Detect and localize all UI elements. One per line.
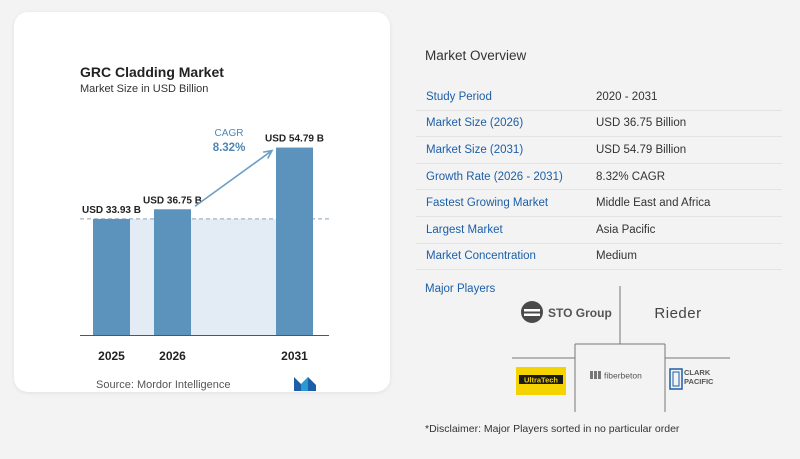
overview-label: Market Size (2026) — [426, 117, 524, 130]
data-label-2026: USD 36.75 B — [143, 195, 202, 206]
bar-2025 — [93, 218, 130, 335]
overview-row: Study Period 2020 - 2031 — [416, 84, 782, 111]
cagr-label: CAGR — [215, 128, 244, 139]
overview-label: Fastest Growing Market — [426, 197, 549, 210]
overview-row: Growth Rate (2026 - 2031) 8.32% CAGR — [416, 164, 782, 191]
x-tick-2025: 2025 — [98, 349, 125, 363]
overview-value: USD 54.79 Billion — [596, 143, 687, 156]
chart-subtitle: Market Size in USD Billion — [80, 83, 209, 95]
bar-chart: USD 33.93 B 2025 USD 36.75 B 2026 USD 54.79 … — [80, 128, 329, 363]
source-text: Source: Mordor Intelligence — [96, 379, 231, 391]
overview-row: Market Concentration Medium — [416, 244, 782, 271]
cagr-arrow-head — [262, 149, 274, 159]
x-tick-2031: 2031 — [281, 349, 308, 363]
overview-label: Growth Rate (2026 - 2031) — [426, 170, 563, 183]
overview-value: 8.32% CAGR — [596, 170, 666, 183]
overview-row: Fastest Growing Market Middle East and A… — [416, 190, 782, 217]
overview-value: Medium — [596, 250, 637, 263]
chart-card: GRC Cladding Market Market Size in USD B… — [14, 12, 390, 392]
fiberbeton-logo-text: fiberbeton — [604, 371, 642, 381]
disclaimer: *Disclaimer: Major Players sorted in no … — [425, 423, 680, 435]
overview-value: 2020 - 2031 — [596, 90, 658, 103]
overview-label: Largest Market — [426, 223, 503, 236]
overview-row: Market Size (2026) USD 36.75 Billion — [416, 111, 782, 138]
overview-value: Middle East and Africa — [596, 197, 711, 210]
market-overview-table: Study Period 2020 - 2031 Market Size (20… — [416, 84, 782, 271]
sto-logo-text: STO Group — [548, 306, 612, 320]
player-logo-dividers — [512, 286, 730, 412]
reference-band — [130, 218, 276, 335]
data-label-2025: USD 33.93 B — [82, 205, 141, 216]
overview-value: USD 36.75 Billion — [596, 117, 687, 130]
overview-row: Largest Market Asia Pacific — [416, 217, 782, 244]
mordor-intelligence-logo — [294, 377, 316, 396]
overview-label: Market Concentration — [426, 250, 536, 263]
bar-2031 — [276, 147, 313, 335]
clark-pacific-logo: CLARK PACIFIC — [668, 366, 726, 394]
overview-label: Market Size (2031) — [426, 143, 524, 156]
overview-value: Asia Pacific — [596, 223, 656, 236]
cagr-value: 8.32% — [213, 142, 246, 154]
cagr-arrow-line — [194, 149, 273, 207]
major-players-label: Major Players — [425, 283, 496, 295]
rieder-logo: Rieder — [640, 300, 716, 326]
x-tick-2026: 2026 — [159, 349, 186, 363]
overview-row: Market Size (2031) USD 54.79 Billion — [416, 137, 782, 164]
clark-pacific-logo-text: CLARK PACIFIC — [684, 368, 714, 386]
ultratech-logo: UltraTech — [516, 367, 566, 395]
sto-group-logo: STO Group — [518, 296, 618, 330]
rieder-logo-text: Rieder — [654, 304, 702, 322]
ultratech-logo-text: UltraTech — [524, 376, 558, 385]
bar-2026 — [154, 209, 191, 335]
fiberbeton-logo: fiberbeton — [588, 366, 654, 384]
overview-label: Study Period — [426, 90, 492, 103]
chart-title: GRC Cladding Market — [80, 64, 224, 80]
data-label-2031: USD 54.79 B — [265, 134, 324, 145]
market-overview-title: Market Overview — [425, 48, 527, 63]
